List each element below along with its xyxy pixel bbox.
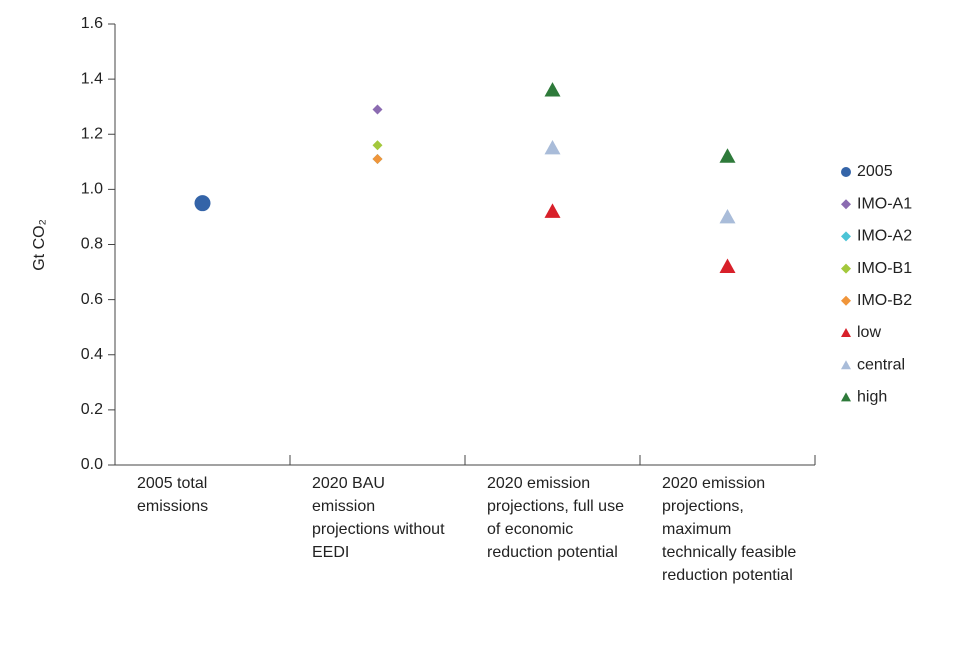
legend-label: IMO-B1	[857, 260, 912, 277]
y-tick-label: 0.2	[81, 401, 103, 418]
y-axis-label: Gt CO₂	[31, 219, 48, 271]
legend-marker	[841, 392, 851, 402]
legend-marker	[841, 231, 851, 242]
point	[194, 195, 211, 212]
x-tick-label: 2020 emission projections, full use of e…	[487, 475, 624, 561]
legend-marker	[841, 360, 851, 370]
point	[719, 148, 736, 163]
x-tick-label: 2020 emission projections, maximum techn…	[662, 475, 797, 584]
y-tick-label: 0.4	[81, 346, 103, 363]
legend-label: 2005	[857, 163, 893, 180]
y-tick-label: 1.4	[81, 70, 103, 87]
legend-marker	[841, 295, 851, 306]
point	[719, 208, 736, 224]
legend-marker	[841, 328, 851, 337]
y-tick-label: 1.2	[81, 125, 103, 142]
point	[544, 203, 561, 218]
legend-marker	[841, 263, 851, 274]
y-tick-label: 0.6	[81, 291, 103, 308]
legend-label: high	[857, 389, 887, 406]
y-tick-label: 1.6	[81, 15, 103, 32]
y-tick-label: 1.0	[81, 181, 103, 198]
legend-label: central	[857, 356, 905, 373]
x-tick-label: 2020 BAU emission projections without EE…	[312, 475, 445, 561]
legend-label: low	[857, 324, 881, 341]
point	[544, 82, 561, 97]
y-tick-label: 0.8	[81, 236, 103, 253]
point	[372, 140, 383, 151]
legend-label: IMO-A2	[857, 228, 912, 245]
legend-marker	[841, 199, 851, 210]
point	[372, 154, 383, 165]
y-tick-label: 0.0	[81, 456, 103, 473]
point	[372, 104, 383, 115]
point	[719, 258, 736, 273]
point	[544, 140, 561, 155]
x-tick-label: 2005 total emissions	[137, 475, 209, 515]
legend-label: IMO-A1	[857, 195, 912, 212]
legend-label: IMO-B2	[857, 292, 912, 309]
legend-marker	[841, 167, 851, 177]
